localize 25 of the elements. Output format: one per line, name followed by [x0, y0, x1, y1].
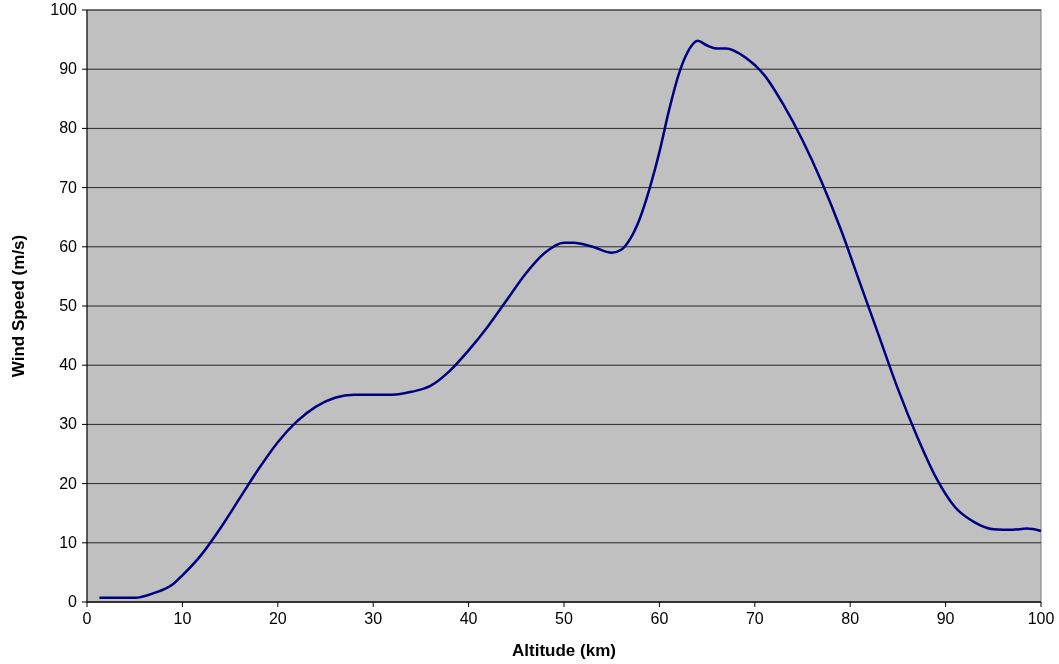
x-tick-label: 90 — [936, 610, 955, 627]
y-tick-label: 50 — [59, 297, 78, 314]
x-tick-label: 60 — [650, 610, 669, 627]
x-tick-label: 0 — [82, 610, 92, 627]
x-tick-label: 30 — [364, 610, 383, 627]
x-tick-label: 80 — [841, 610, 860, 627]
x-tick-label: 40 — [459, 610, 478, 627]
x-axis-title: Altitude (km) — [512, 641, 616, 660]
y-tick-label: 0 — [68, 593, 78, 610]
x-tick-label: 20 — [268, 610, 287, 627]
y-tick-label: 80 — [59, 119, 78, 137]
y-tick-label: 40 — [59, 356, 78, 374]
y-axis-title: Wind Speed (m/s) — [9, 234, 28, 378]
x-tick-label: 70 — [745, 610, 764, 627]
y-tick-label: 20 — [59, 474, 78, 492]
x-tick-label: 10 — [173, 610, 192, 627]
y-tick-label: 30 — [59, 415, 78, 433]
line-series — [98, 39, 1043, 600]
y-tick-label: 70 — [59, 178, 78, 196]
y-tick-label: 100 — [50, 1, 78, 18]
y-tick-label: 10 — [59, 533, 78, 551]
y-tick-label: 90 — [59, 60, 78, 78]
x-tick-label: 50 — [555, 610, 573, 627]
x-tick-label: 100 — [1027, 610, 1055, 627]
y-tick-label: 60 — [59, 237, 78, 255]
